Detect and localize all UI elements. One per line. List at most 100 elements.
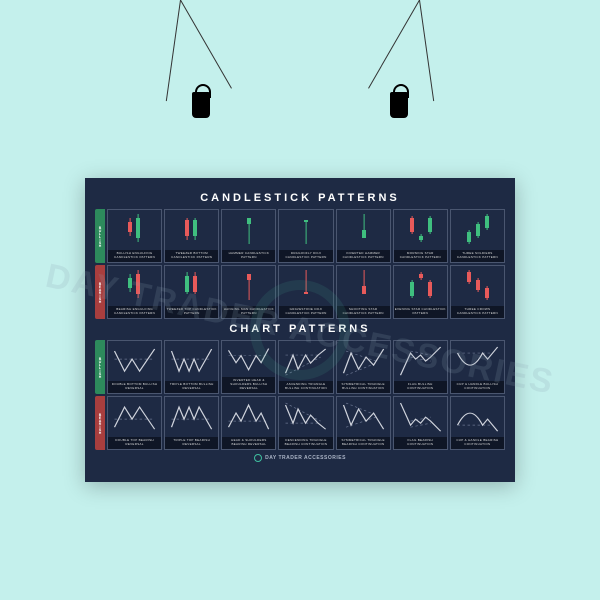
side-label-bearish: BEARISH <box>95 265 105 319</box>
pattern-cell: TRIPLE BOTTOM BULLISH REVERSAL <box>164 340 219 394</box>
candlestick-grid: BULLISHBULLISH ENGULFING CANDLESTICK PAT… <box>95 209 505 319</box>
pattern-cell: BEARISH ENGULFING CANDLESTICK PATTERN <box>107 265 162 319</box>
pattern-chart <box>222 397 275 437</box>
pattern-label: ASCENDING TRIANGLE BULLISH CONTINUATION <box>279 381 332 393</box>
pattern-label: CUP & HANDLE BULLISH CONTINUATION <box>451 381 504 393</box>
pattern-label: SHOOTING STAR CANDLESTICK PATTERN <box>337 306 390 318</box>
pattern-cell: INVERTED HEAD & SHOULDERS BULLISH REVERS… <box>221 340 276 394</box>
pattern-cell: HAMMER CANDLESTICK PATTERN <box>221 209 276 263</box>
pattern-label: THREE CROWS CANDLESTICK PATTERN <box>451 306 504 318</box>
pattern-cell: DESCENDING TRIANGLE BEARISH CONTINUATION <box>278 396 333 450</box>
pattern-label: INVERTED HEAD & SHOULDERS BULLISH REVERS… <box>222 377 275 393</box>
binder-clip-left <box>192 92 210 118</box>
pattern-chart <box>279 266 332 306</box>
pattern-cell: TWEEZER BOTTOM CANDLESTICK PATTERN <box>164 209 219 263</box>
pattern-cell: DOUBLE BOTTOM BULLISH REVERSAL <box>107 340 162 394</box>
pattern-label: FLAG BULLISH CONTINUATION <box>394 381 447 393</box>
pattern-chart <box>337 397 390 437</box>
pattern-chart <box>337 266 390 306</box>
pattern-chart <box>451 341 504 381</box>
pattern-chart <box>108 341 161 381</box>
pattern-label: FLAG BEARISH CONTINUATION <box>394 437 447 449</box>
pattern-cell: SYMMETRICAL TRIANGLE BULLISH CONTINUATIO… <box>336 340 391 394</box>
pattern-cell: MORNING STAR CANDLESTICK PATTERN <box>393 209 448 263</box>
poster: DAY TRADER ACCESSORIES CANDLESTICK PATTE… <box>85 178 515 482</box>
pattern-label: SYMMETRICAL TRIANGLE BULLISH CONTINUATIO… <box>337 381 390 393</box>
pattern-chart <box>279 341 332 381</box>
pattern-chart <box>451 397 504 437</box>
pattern-label: DRAGONFLY DOJI CANDLESTICK PATTERN <box>279 250 332 262</box>
pattern-cell: GRAVESTONE DOJI CANDLESTICK PATTERN <box>278 265 333 319</box>
pattern-chart <box>165 210 218 250</box>
pattern-label: SYMMETRICAL TRIANGLE BEARISH CONTINUATIO… <box>337 437 390 449</box>
pattern-cell: TWEEZER TOP CANDLESTICK PATTERN <box>164 265 219 319</box>
pattern-cell: SYMMETRICAL TRIANGLE BEARISH CONTINUATIO… <box>336 396 391 450</box>
pattern-chart <box>108 397 161 437</box>
pattern-row: BULLISHBULLISH ENGULFING CANDLESTICK PAT… <box>95 209 505 263</box>
pattern-label: TWEEZER BOTTOM CANDLESTICK PATTERN <box>165 250 218 262</box>
pattern-cell: SHOOTING STAR CANDLESTICK PATTERN <box>336 265 391 319</box>
pattern-label: DESCENDING TRIANGLE BEARISH CONTINUATION <box>279 437 332 449</box>
side-label-bullish: BULLISH <box>95 340 105 394</box>
pattern-chart <box>451 266 504 306</box>
chart-section-title: CHART PATTERNS <box>95 323 505 335</box>
pattern-label: HEAD & SHOULDERS BEARISH REVERSAL <box>222 437 275 449</box>
pattern-chart <box>279 210 332 250</box>
footer-logo: DAY TRADER ACCESSORIES <box>95 454 505 462</box>
pattern-cell: HEAD & SHOULDERS BEARISH REVERSAL <box>221 396 276 450</box>
pattern-label: BEARISH ENGULFING CANDLESTICK PATTERN <box>108 306 161 318</box>
pattern-label: CUP & HANDLE BEARISH CONTINUATION <box>451 437 504 449</box>
pattern-chart <box>337 210 390 250</box>
pattern-chart <box>451 210 504 250</box>
pattern-label: TWEEZER TOP CANDLESTICK PATTERN <box>165 306 218 318</box>
brand-text: DAY TRADER ACCESSORIES <box>265 455 346 461</box>
pattern-cell: THREE CROWS CANDLESTICK PATTERN <box>450 265 505 319</box>
pattern-chart <box>165 341 218 381</box>
pattern-cell: TRIPLE TOP BEARISH REVERSAL <box>164 396 219 450</box>
pattern-cell: DOUBLE TOP BEARISH REVERSAL <box>107 396 162 450</box>
binder-clip-right <box>390 92 408 118</box>
pattern-chart <box>222 266 275 306</box>
pattern-row: BEARISHDOUBLE TOP BEARISH REVERSAL TRIPLE… <box>95 396 505 450</box>
pattern-cell: CUP & HANDLE BEARISH CONTINUATION <box>450 396 505 450</box>
pattern-label: BULLISH ENGULFING CANDLESTICK PATTERN <box>108 250 161 262</box>
pattern-label: DOUBLE BOTTOM BULLISH REVERSAL <box>108 381 161 393</box>
pattern-chart <box>165 397 218 437</box>
pattern-cell: INVERTED HAMMER CANDLESTICK PATTERN <box>336 209 391 263</box>
pattern-chart <box>394 397 447 437</box>
pattern-cell: FLAG BULLISH CONTINUATION <box>393 340 448 394</box>
pattern-label: INVERTED HAMMER CANDLESTICK PATTERN <box>337 250 390 262</box>
pattern-row: BULLISHDOUBLE BOTTOM BULLISH REVERSALTRI… <box>95 340 505 394</box>
chart-grid: BULLISHDOUBLE BOTTOM BULLISH REVERSALTRI… <box>95 340 505 450</box>
pattern-cell: ASCENDING TRIANGLE BULLISH CONTINUATION <box>278 340 333 394</box>
pattern-label: DOUBLE TOP BEARISH REVERSAL <box>108 437 161 449</box>
pattern-chart <box>165 266 218 306</box>
pattern-label: THREE SOLDIERS CANDLESTICK PATTERN <box>451 250 504 262</box>
pattern-cell: BULLISH ENGULFING CANDLESTICK PATTERN <box>107 209 162 263</box>
pattern-row: BEARISHBEARISH ENGULFING CANDLESTICK PAT… <box>95 265 505 319</box>
pattern-cell: FLAG BEARISH CONTINUATION <box>393 396 448 450</box>
pattern-cell: EVENING STAR CANDLESTICK PATTERN <box>393 265 448 319</box>
pattern-label: GRAVESTONE DOJI CANDLESTICK PATTERN <box>279 306 332 318</box>
pattern-label: TRIPLE TOP BEARISH REVERSAL <box>165 437 218 449</box>
hanging-strings <box>85 0 515 110</box>
pattern-cell: HANGING MAN CANDLESTICK PATTERN <box>221 265 276 319</box>
pattern-chart <box>337 341 390 381</box>
pattern-cell: DRAGONFLY DOJI CANDLESTICK PATTERN <box>278 209 333 263</box>
pattern-chart <box>394 266 447 306</box>
side-label-bullish: BULLISH <box>95 209 105 263</box>
side-label-bearish: BEARISH <box>95 396 105 450</box>
pattern-chart <box>394 210 447 250</box>
pattern-cell: THREE SOLDIERS CANDLESTICK PATTERN <box>450 209 505 263</box>
pattern-label: EVENING STAR CANDLESTICK PATTERN <box>394 306 447 318</box>
pattern-label: MORNING STAR CANDLESTICK PATTERN <box>394 250 447 262</box>
pattern-chart <box>108 210 161 250</box>
pattern-chart <box>222 341 275 377</box>
pattern-label: HAMMER CANDLESTICK PATTERN <box>222 250 275 262</box>
pattern-chart <box>394 341 447 381</box>
pattern-chart <box>108 266 161 306</box>
pattern-chart <box>279 397 332 437</box>
pattern-label: HANGING MAN CANDLESTICK PATTERN <box>222 306 275 318</box>
logo-icon <box>254 454 262 462</box>
candlestick-section-title: CANDLESTICK PATTERNS <box>95 192 505 204</box>
